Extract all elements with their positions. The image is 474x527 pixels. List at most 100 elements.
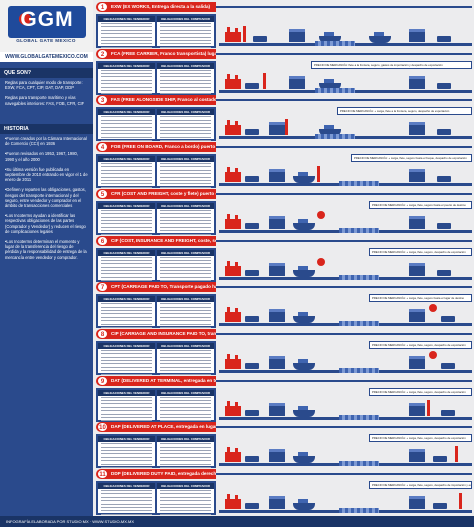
buyer-obligations-title: OBLIGACIONES DEL COMPRADOR	[157, 436, 214, 443]
factory-icon	[225, 260, 241, 276]
obligations-panel: OBLIGACIONES DEL VENDEDOR OBLIGACIONES D…	[96, 481, 216, 515]
incoterm-title-text: FOB (FREE ON BOARD, Franco a bordo) puer…	[111, 144, 216, 150]
text-line	[160, 399, 211, 401]
incoterm-row: 4 FOB (FREE ON BOARD, Franco a bordo) pu…	[96, 142, 472, 189]
sidebar: GGM GLOBAL GATE MEXICO WWW.GLOBALGATEMEX…	[0, 0, 93, 527]
port-icon	[409, 496, 425, 509]
website-link[interactable]: WWW.GLOBALGATEMEXICO.COM	[0, 52, 93, 62]
ship-icon	[319, 78, 341, 90]
section-title: QUE SON?	[0, 68, 93, 78]
text-line	[101, 230, 152, 232]
seller-obligations-title: OBLIGACIONES DEL VENDEDOR	[98, 109, 155, 116]
port-icon	[409, 122, 425, 136]
text-line	[101, 26, 152, 28]
buyer-obligations-title: OBLIGACIONES DEL COMPRADOR	[157, 109, 214, 116]
text-line	[101, 33, 152, 35]
truck-icon	[437, 129, 451, 136]
text-line	[101, 93, 152, 95]
text-line	[160, 123, 211, 125]
text-line	[101, 399, 152, 401]
transport-diagram: PRECIO DE MERCANCÍA: + carga, flete a la…	[219, 107, 472, 141]
risk-transfer-marker	[427, 399, 430, 416]
section-text: •Definen y reparten las obligaciones, ga…	[5, 187, 86, 209]
text-line	[160, 500, 211, 502]
text-line	[160, 213, 211, 215]
port-icon	[409, 262, 425, 276]
ship-icon	[293, 452, 315, 464]
seller-obligations-title: OBLIGACIONES DEL VENDEDOR	[98, 483, 155, 489]
text-line	[160, 370, 211, 372]
truck-icon	[433, 503, 447, 509]
obligations-panel: OBLIGACIONES DEL VENDEDOR OBLIGACIONES D…	[96, 434, 216, 469]
port-icon	[269, 215, 285, 229]
port-icon	[409, 355, 425, 369]
buyer-obligations: OBLIGACIONES DEL COMPRADOR	[157, 156, 214, 188]
text-line	[160, 326, 211, 328]
text-line	[101, 29, 152, 31]
obligations-panel: OBLIGACIONES DEL VENDEDOR OBLIGACIONES D…	[96, 14, 216, 48]
incoterm-title: 1 EXW (EX WORKS, Entrega directa a la sa…	[96, 2, 216, 12]
text-line	[160, 43, 211, 45]
seller-obligations: OBLIGACIONES DEL VENDEDOR	[98, 342, 155, 375]
factory-icon	[225, 213, 241, 229]
sea-icon	[339, 508, 379, 513]
text-line	[160, 303, 211, 305]
port-icon	[269, 449, 285, 463]
incoterm-title: 9 DAT (DELIVERED AT TERMINAL, entregada …	[96, 375, 216, 386]
text-line	[101, 23, 152, 24]
text-line	[160, 496, 211, 498]
text-line	[160, 323, 211, 325]
truck-icon	[441, 362, 455, 369]
text-line	[160, 490, 211, 491]
buyer-obligations: OBLIGACIONES DEL COMPRADOR	[157, 296, 214, 328]
incoterm-number: 2	[97, 48, 108, 59]
seller-obligations-title: OBLIGACIONES DEL VENDEDOR	[98, 202, 155, 209]
divider	[216, 426, 472, 429]
text-line	[160, 460, 211, 462]
divider	[216, 6, 472, 8]
seller-obligations-title: OBLIGACIONES DEL VENDEDOR	[98, 296, 155, 303]
incoterm-title: 4 FOB (FREE ON BOARD, Franco a bordo) pu…	[96, 142, 216, 153]
text-line	[101, 493, 152, 495]
text-line	[160, 93, 211, 95]
section-que-son: QUE SON? Reglas para cualquier modo de t…	[0, 68, 93, 108]
seller-obligations-title: OBLIGACIONES DEL VENDEDOR	[98, 342, 155, 349]
text-line	[101, 460, 152, 462]
risk-transfer-marker	[263, 72, 266, 89]
text-line	[101, 223, 152, 225]
incoterm-title: 2 FCA (FREE CARRIER, Franco transportist…	[96, 48, 216, 59]
text-line	[101, 416, 152, 418]
text-line	[160, 69, 211, 71]
text-line	[101, 90, 152, 92]
text-line	[101, 119, 152, 121]
text-line	[160, 176, 211, 178]
factory-icon	[225, 494, 241, 509]
truck-icon	[253, 36, 267, 42]
text-line	[160, 446, 211, 448]
incoterm-row: 9 DAT (DELIVERED AT TERMINAL, entregada …	[96, 375, 472, 423]
factory-icon	[225, 73, 241, 89]
text-line	[160, 467, 211, 469]
logo-area: GGM GLOBAL GATE MEXICO	[0, 0, 93, 52]
text-line	[101, 403, 152, 405]
transport-diagram: PRECIO DE MERCANCÍA: + carga, flete, seg…	[219, 247, 472, 282]
text-line	[160, 180, 211, 182]
transport-diagram: PRECIO DE MERCANCÍA: + carga, flete, seg…	[219, 294, 472, 328]
price-bar: PRECIO DE MERCANCÍA: + carga, flete, seg…	[369, 481, 472, 489]
section-title: HISTORIA	[0, 124, 93, 134]
seller-obligations-title: OBLIGACIONES DEL VENDEDOR	[98, 389, 155, 396]
transport-diagram	[219, 14, 472, 48]
text-line	[101, 186, 152, 188]
text-line	[160, 510, 211, 512]
text-line	[160, 406, 211, 408]
text-line	[160, 183, 211, 185]
text-line	[101, 259, 152, 261]
text-line	[101, 280, 152, 282]
ship-icon	[293, 218, 315, 230]
text-line	[160, 126, 211, 128]
buyer-obligations-title: OBLIGACIONES DEL COMPRADOR	[157, 16, 214, 22]
text-line	[160, 360, 211, 362]
text-line	[101, 173, 152, 175]
incoterm-row: 7 CPT (CARRIAGE PAID TO, Transporte paga…	[96, 282, 472, 329]
seller-obligations: OBLIGACIONES DEL VENDEDOR	[98, 389, 155, 422]
